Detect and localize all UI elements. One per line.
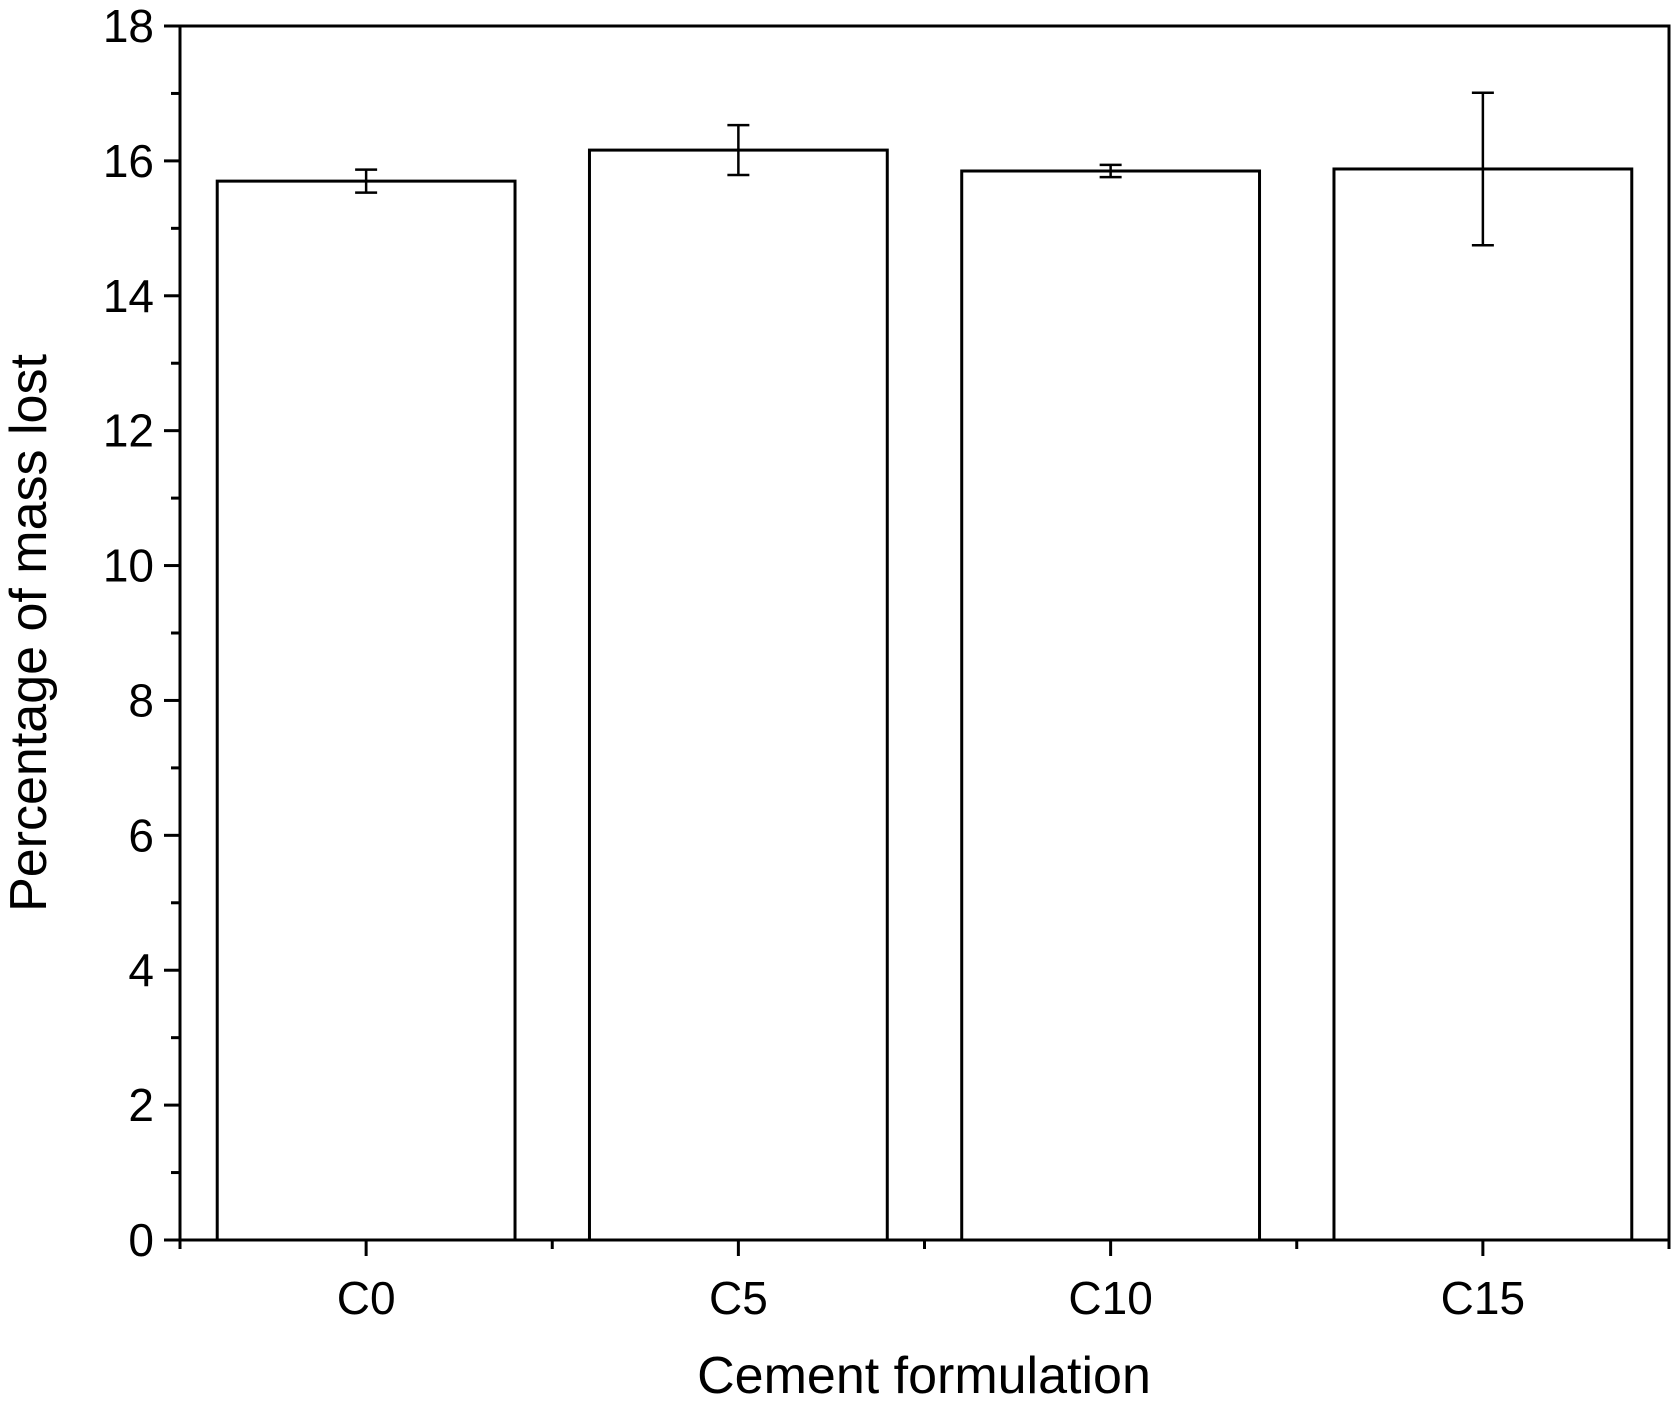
- y-tick-label: 4: [128, 944, 154, 996]
- bar-c10: [960, 169, 1262, 1242]
- y-tick-label: 8: [128, 674, 154, 726]
- y-tick-label: 0: [128, 1214, 154, 1266]
- bar-c0: [215, 179, 517, 1242]
- y-tick-label: 16: [103, 135, 154, 187]
- y-axis-title: Percentage of mass lost: [0, 354, 58, 912]
- y-tick-label: 10: [103, 540, 154, 592]
- x-axis-title: Cement formulation: [697, 1347, 1151, 1401]
- y-tick-label: 2: [128, 1079, 154, 1131]
- x-tick-label-c10: C10: [1068, 1272, 1152, 1324]
- bars-group: [215, 148, 1634, 1242]
- y-tick-label: 14: [103, 270, 154, 322]
- bar-c5: [587, 148, 889, 1242]
- y-tick-label: 6: [128, 809, 154, 861]
- x-tick-label-c0: C0: [337, 1272, 396, 1324]
- x-axis: C0 C5 C10 C15: [178, 1240, 1671, 1324]
- y-tick-label: 18: [103, 0, 154, 52]
- x-tick-label-c5: C5: [709, 1272, 768, 1324]
- bar-c15: [1332, 167, 1634, 1242]
- error-bars-group: [355, 91, 1494, 247]
- x-tick-label-c15: C15: [1441, 1272, 1525, 1324]
- y-tick-label: 12: [103, 405, 154, 457]
- y-axis: 0 2 4 6 8 10 12 14 16 18: [103, 0, 180, 1266]
